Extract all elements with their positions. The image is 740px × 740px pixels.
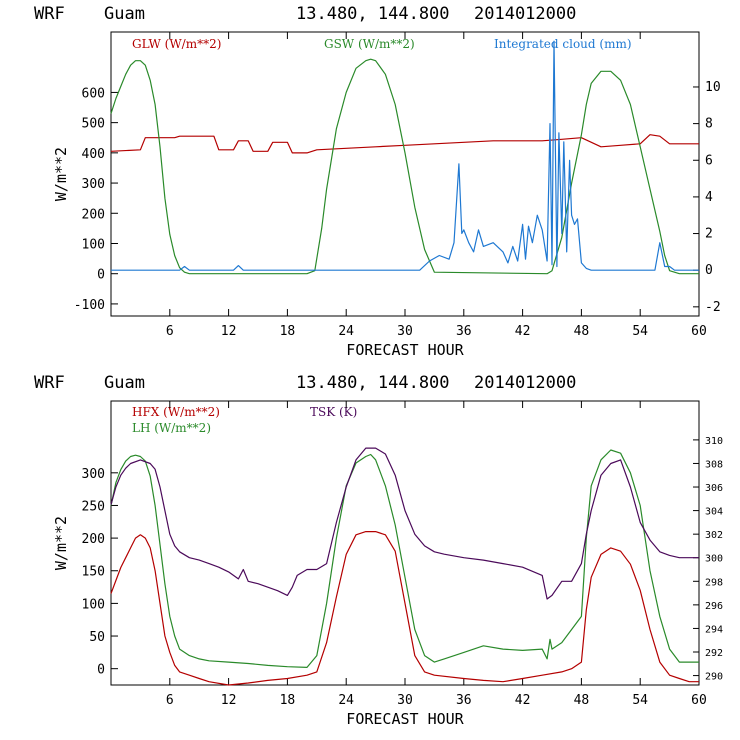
- panel-2-y2tick-label: 308: [705, 459, 723, 470]
- panel-2-ytick-label: 250: [82, 499, 105, 514]
- panel-1-ytick-label: 500: [82, 117, 105, 132]
- panel-1-ytick-label: 600: [82, 86, 105, 101]
- panel-1-ytick-label: 200: [82, 207, 105, 222]
- panel-2-plot-frame: [110, 400, 700, 686]
- panel-2-series-tsk: [110, 447, 699, 600]
- panel-1-xtick-label: 24: [338, 324, 354, 339]
- panel-2-y2tick-label: 296: [705, 601, 723, 612]
- panel-2-y2tick-label: 290: [705, 672, 723, 683]
- panel-1-model: WRF: [34, 4, 65, 24]
- panel-2-ytick-label: 200: [82, 532, 105, 547]
- panel-1-y2tick-label: 2: [705, 227, 713, 242]
- panel-2-ytick-label: 0: [97, 663, 105, 678]
- panel-2-xtick-label: 60: [691, 693, 707, 708]
- panel-2-y2tick-label: 298: [705, 577, 723, 588]
- panel-2-xtick-label: 54: [632, 693, 648, 708]
- panel-2-xtick-label: 12: [221, 693, 237, 708]
- panel-2-ytick-label: 50: [89, 630, 105, 645]
- panel-1-y2tick-label: 4: [705, 190, 713, 205]
- panel-1-y2tick-label: -2: [705, 300, 721, 315]
- panel-1-y2tick-label: 6: [705, 153, 713, 168]
- panel-1-xlabel: FORECAST HOUR: [346, 341, 464, 359]
- panel-1-xtick-label: 48: [574, 324, 590, 339]
- panel-2-ytick-label: 150: [82, 565, 105, 580]
- panel-2-xtick-label: 6: [166, 693, 174, 708]
- panel-1-series-integrated: [111, 40, 699, 271]
- panel-1-ytick-label: -100: [74, 298, 105, 313]
- panel-1-location: Guam: [104, 4, 145, 24]
- panel-2-xtick-label: 24: [338, 693, 354, 708]
- panel-1-ytick-label: 0: [97, 268, 105, 283]
- panel-2-xtick-label: 36: [456, 693, 472, 708]
- panel-2-xtick-label: 42: [515, 693, 531, 708]
- panel-2-y2tick-label: 306: [705, 483, 723, 494]
- panel-2-coords: 13.480, 144.800: [296, 373, 450, 393]
- panel-1-xtick-label: 42: [515, 324, 531, 339]
- panel-1-ytick-label: 300: [82, 177, 105, 192]
- panel-2-y2tick-label: 300: [705, 554, 723, 565]
- panel-1-xtick-label: 60: [691, 324, 707, 339]
- panel-2-model: WRF: [34, 373, 65, 393]
- panel-1-coords: 13.480, 144.800: [296, 4, 450, 24]
- panel-2-series-hfx: [110, 530, 699, 686]
- panel-2-xtick-label: 48: [574, 693, 590, 708]
- panel-2-legend-hfx: HFX (W/m**2): [132, 405, 220, 419]
- panel-1-xtick-label: 30: [397, 324, 413, 339]
- panel-2-xlabel: FORECAST HOUR: [346, 710, 464, 728]
- panel-1-y2tick-label: 10: [705, 80, 721, 95]
- panel-2-y2tick-label: 302: [705, 530, 723, 541]
- panel-1-series-glw: [110, 134, 699, 154]
- panel-2-ytick-label: 300: [82, 467, 105, 482]
- panel-1-ytick-label: 400: [82, 147, 105, 162]
- panel-2-legend-tsk: TSK (K): [310, 405, 357, 419]
- panel-1-xtick-label: 18: [280, 324, 296, 339]
- panel-1-xtick-label: 36: [456, 324, 472, 339]
- panel-2-y2tick-label: 310: [705, 436, 723, 447]
- panel-2-y2tick-label: 304: [705, 507, 723, 518]
- panel-1-legend-cloud: Integrated cloud (mm): [494, 37, 632, 51]
- panel-2-xtick-label: 30: [397, 693, 413, 708]
- panel-1-ytick-label: 100: [82, 237, 105, 252]
- panel-2-y2tick-label: 294: [705, 624, 723, 635]
- panel-2-xtick-label: 18: [280, 693, 296, 708]
- panel-1-y2tick-label: 0: [705, 263, 713, 278]
- panel-1-init-time: 2014012000: [474, 4, 576, 24]
- panel-1-legend-gsw: GSW (W/m**2): [324, 37, 415, 51]
- panel-2-y2tick-label: 292: [705, 648, 723, 659]
- panel-1-ylabel: W/m**2: [52, 147, 70, 201]
- panel-2-ylabel: W/m**2: [52, 516, 70, 570]
- panel-2-ytick-label: 100: [82, 597, 105, 612]
- panel-1-legend-glw: GLW (W/m**2): [132, 37, 221, 51]
- panel-1-xtick-label: 6: [166, 324, 174, 339]
- panel-2: WRF Guam 13.480, 144.800 2014012000 HFX …: [34, 373, 723, 728]
- panel-1-series-gsw: [110, 58, 699, 275]
- panel-1: WRF Guam 13.480, 144.800 2014012000 GLW …: [34, 4, 721, 359]
- panel-2-init-time: 2014012000: [474, 373, 576, 393]
- panel-2-location: Guam: [104, 373, 145, 393]
- panel-1-xtick-label: 12: [221, 324, 237, 339]
- panel-1-y2tick-label: 8: [705, 117, 713, 132]
- panel-2-legend-lh: LH (W/m**2): [132, 421, 211, 435]
- panel-1-xtick-label: 54: [632, 324, 648, 339]
- panel-2-series-lh: [110, 449, 699, 669]
